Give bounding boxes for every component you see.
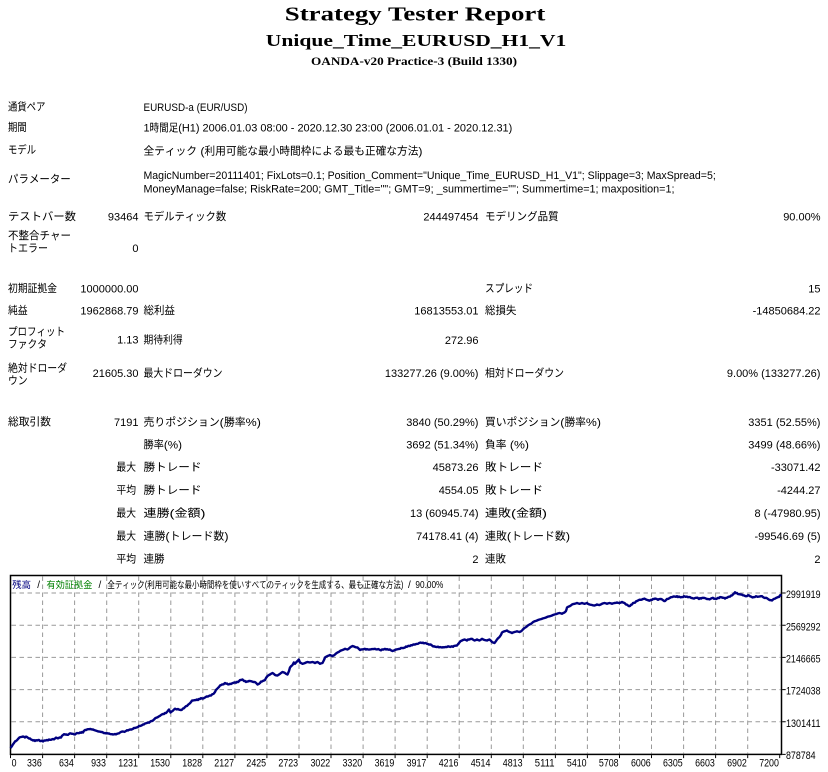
svg-text:7191: 7191 (114, 417, 138, 429)
svg-text:3022: 3022 (311, 758, 331, 770)
svg-text:74178.41 (4): 74178.41 (4) (416, 531, 478, 543)
svg-text:3917: 3917 (407, 758, 427, 770)
svg-text:(: ( (511, 507, 517, 520)
svg-text:3692 (51.34%): 3692 (51.34%) (406, 440, 478, 452)
svg-text:4514: 4514 (471, 758, 491, 770)
svg-text:3840 (50.29%): 3840 (50.29%) (406, 417, 478, 429)
svg-text:93464: 93464 (108, 212, 139, 224)
svg-text:(: ( (220, 417, 224, 429)
svg-text:1724038: 1724038 (786, 686, 821, 698)
svg-text:-33071.42: -33071.42 (771, 462, 821, 474)
svg-text:15: 15 (808, 284, 820, 296)
svg-text:): ) (201, 507, 206, 520)
svg-text:16813553.01: 16813553.01 (414, 306, 478, 318)
svg-text:(: ( (560, 416, 564, 428)
svg-text:7200: 7200 (759, 758, 779, 770)
svg-text:5410: 5410 (567, 758, 587, 770)
svg-text:0: 0 (132, 243, 138, 255)
svg-text:/: / (408, 580, 411, 591)
svg-text:2: 2 (814, 554, 820, 566)
svg-text:2146665: 2146665 (786, 654, 821, 666)
svg-text:MoneyManage=false; RiskRate=20: MoneyManage=false; RiskRate=200; GMT_Tit… (144, 184, 675, 196)
svg-text:(: ( (170, 507, 176, 520)
svg-text:2425: 2425 (246, 758, 266, 770)
svg-text:Unique_Time_EURUSD_H1_V1: Unique_Time_EURUSD_H1_V1 (266, 31, 567, 50)
svg-text:0: 0 (12, 758, 17, 770)
svg-text:1828: 1828 (182, 758, 202, 770)
svg-text:3351 (52.55%): 3351 (52.55%) (748, 417, 820, 429)
svg-text:): ) (401, 579, 404, 590)
svg-text:/: / (99, 580, 102, 591)
svg-text:1301411: 1301411 (786, 718, 821, 730)
svg-text:21605.30: 21605.30 (93, 368, 139, 380)
svg-text:MagicNumber=20111401; FixLots=: MagicNumber=20111401; FixLots=0.1; Posit… (144, 170, 716, 182)
svg-text:634: 634 (59, 758, 74, 770)
svg-text:1231: 1231 (118, 758, 138, 770)
svg-text:3320: 3320 (343, 758, 363, 770)
svg-text:2723: 2723 (278, 758, 298, 770)
svg-text:90.00%: 90.00% (783, 212, 821, 224)
svg-text:-4244.27: -4244.27 (777, 485, 820, 497)
svg-text:(%): (%) (506, 439, 529, 451)
svg-text:6006: 6006 (631, 758, 651, 770)
svg-text:-99546.69 (5): -99546.69 (5) (755, 531, 821, 543)
svg-text:-14850684.22: -14850684.22 (753, 306, 821, 318)
svg-text:2127: 2127 (214, 758, 234, 770)
svg-text:13 (60945.74): 13 (60945.74) (410, 508, 479, 520)
svg-text:5708: 5708 (599, 758, 619, 770)
svg-text:1000000.00: 1000000.00 (80, 284, 138, 296)
svg-text:): ) (542, 507, 547, 520)
svg-text:933: 933 (91, 758, 106, 770)
svg-text:): ) (224, 531, 228, 543)
svg-text:4813: 4813 (503, 758, 523, 770)
svg-text:45873.26: 45873.26 (433, 462, 479, 474)
svg-text:5111: 5111 (535, 758, 555, 770)
svg-text:4216: 4216 (439, 758, 459, 770)
svg-text:336: 336 (27, 758, 42, 770)
svg-text:(: ( (197, 145, 205, 157)
svg-text:1.13: 1.13 (117, 335, 138, 347)
svg-text:2569292: 2569292 (786, 621, 821, 633)
svg-text:878784: 878784 (786, 750, 816, 762)
svg-text:1: 1 (144, 123, 150, 135)
svg-text:(: ( (507, 531, 511, 543)
svg-text:133277.26 (9.00%): 133277.26 (9.00%) (385, 368, 479, 380)
svg-text:): ) (566, 531, 570, 543)
svg-text:8 (-47980.95): 8 (-47980.95) (755, 508, 821, 520)
svg-text:(%): (%) (164, 440, 182, 452)
svg-text:1530: 1530 (150, 758, 170, 770)
svg-text:Strategy Tester Report: Strategy Tester Report (285, 4, 546, 25)
svg-text:(: ( (145, 579, 148, 590)
svg-text:OANDA-v20 Practice-3 (Build 13: OANDA-v20 Practice-3 (Build 1330) (311, 55, 517, 68)
svg-text:1962868.79: 1962868.79 (80, 306, 138, 318)
svg-text:(H1) 2006.01.03 08:00 - 2020.1: (H1) 2006.01.03 08:00 - 2020.12.30 23:00… (178, 123, 512, 135)
svg-text:): ) (418, 145, 422, 157)
svg-text:272.96: 272.96 (445, 335, 479, 347)
svg-text:6603: 6603 (695, 758, 715, 770)
svg-text:3619: 3619 (375, 758, 395, 770)
svg-text:EURUSD-a (EUR/USD): EURUSD-a (EUR/USD) (144, 102, 248, 114)
svg-text:4554.05: 4554.05 (439, 485, 479, 497)
svg-text:%): %) (586, 416, 601, 428)
svg-text:6902: 6902 (727, 758, 747, 770)
svg-text:9.00% (133277.26): 9.00% (133277.26) (727, 368, 821, 380)
svg-text:244497454: 244497454 (423, 212, 478, 224)
svg-text:(: ( (165, 531, 169, 543)
svg-text:6305: 6305 (663, 758, 683, 770)
svg-text:90.00%: 90.00% (415, 580, 443, 591)
svg-text:/: / (37, 580, 40, 591)
svg-text:2991919: 2991919 (786, 589, 821, 601)
svg-text:%): %) (246, 417, 261, 429)
svg-text:2: 2 (472, 554, 478, 566)
svg-text:3499 (48.66%): 3499 (48.66%) (748, 440, 820, 452)
